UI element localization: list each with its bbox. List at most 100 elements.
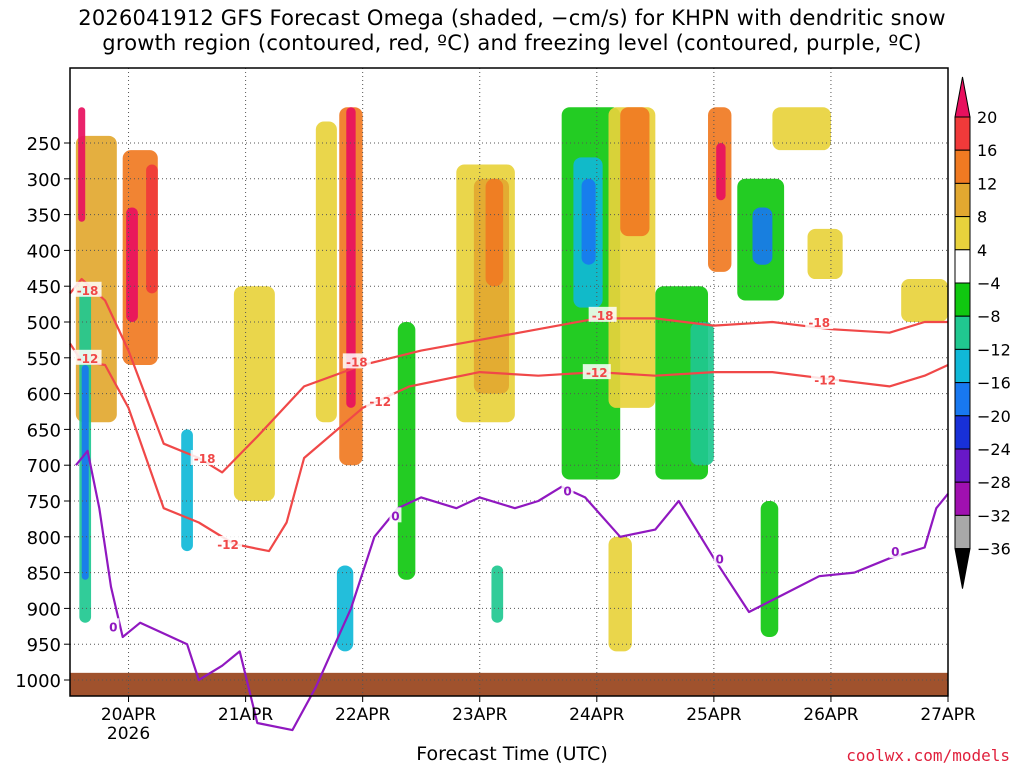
omega-cell <box>608 536 632 652</box>
colorbar-box <box>954 282 971 317</box>
colorbar-box <box>954 116 971 151</box>
colorbar-label: 12 <box>977 174 997 193</box>
y-tick-label: 750 <box>27 492 61 513</box>
y-tick-label: 500 <box>27 313 61 334</box>
contour-label-bg <box>588 306 617 322</box>
plot-frame <box>69 67 949 697</box>
y-tick-label: 400 <box>27 241 61 262</box>
y-tick-label: 900 <box>27 599 61 620</box>
contour-label-bg <box>713 550 726 566</box>
contour-label: -12 <box>369 395 391 409</box>
colorbar: 20 16 12 8 4 −4 −8 −12 −16 −20 −24 −28 −32 −36 <box>954 76 1011 589</box>
title-line-1: 2026041912 GFS Forecast Omega (shaded, −… <box>78 6 946 30</box>
omega-cell <box>126 207 138 322</box>
y-tick-label: 1000 <box>15 671 61 692</box>
omega-cell <box>78 107 86 222</box>
contour-label-bg <box>366 392 395 408</box>
x-axis-label: Forecast Time (UTC) <box>416 743 608 765</box>
contour-label-bg <box>811 371 840 387</box>
x-tick-sublabel: 2026 <box>107 724 150 744</box>
x-tick-label: 27APR <box>920 705 976 725</box>
colorbar-label: −8 <box>977 307 1001 326</box>
x-tick-label: 26APR <box>803 705 859 725</box>
contour-label-bg <box>582 364 611 380</box>
contour-label: -18 <box>77 284 99 298</box>
omega-cell <box>81 364 89 580</box>
colorbar-label: −4 <box>977 274 1001 293</box>
colorbar-label: 16 <box>977 141 997 160</box>
colorbar-box <box>954 149 971 184</box>
chart-title: 2026041912 GFS Forecast Omega (shaded, −… <box>0 6 1024 56</box>
x-tick-label: 20APR <box>101 705 157 725</box>
title-line-2: growth region (contoured, red, ºC) and f… <box>102 31 922 55</box>
x-tick-label: 22APR <box>335 705 391 725</box>
y-tick-label: 950 <box>27 635 61 656</box>
colorbar-label: −12 <box>977 340 1011 359</box>
y-tick-label: 700 <box>27 456 61 477</box>
omega-cell <box>760 501 779 638</box>
omega-cell <box>315 121 337 423</box>
x-tick-label: 23APR <box>452 705 508 725</box>
colorbar-box <box>954 315 971 350</box>
colorbar-box <box>954 514 971 550</box>
contour-label-bg <box>73 349 102 365</box>
contour-label-bg <box>389 507 402 523</box>
colorbar-box <box>954 182 971 218</box>
contour-label: 0 <box>391 509 399 523</box>
contour-label: -12 <box>217 538 239 552</box>
y-tick-label: 350 <box>27 206 61 227</box>
y-tick-label: 450 <box>27 277 61 298</box>
contour-label: -18 <box>592 309 614 323</box>
y-tick-label: 800 <box>27 528 61 549</box>
omega-cell <box>807 228 843 280</box>
y-tick-label: 650 <box>27 420 61 441</box>
contour-label-bg <box>889 543 902 559</box>
colorbar-box <box>954 249 971 284</box>
omega-cell <box>620 107 650 237</box>
contour-label: -12 <box>814 373 836 387</box>
y-tick-label: 850 <box>27 564 61 585</box>
contour-label: -18 <box>346 355 368 369</box>
colorbar-box <box>954 382 971 417</box>
y-axis: 250 300 350 400 450 500 550 600 650 700 750 800 850 9… <box>15 134 70 692</box>
contour-line <box>75 449 949 732</box>
colorbar-label: 20 <box>977 108 997 127</box>
contour-label: -12 <box>77 352 99 366</box>
colorbar-label: 4 <box>977 241 987 260</box>
colorbar-label: −16 <box>977 374 1011 393</box>
x-tick-label: 24APR <box>569 705 625 725</box>
colorbar-label: −32 <box>977 506 1011 525</box>
contour-label-bg <box>342 353 371 369</box>
plot-border <box>69 67 949 697</box>
y-tick-label: 300 <box>27 170 61 191</box>
contour-label: 0 <box>109 620 117 634</box>
colorbar-box <box>954 216 971 251</box>
contour-label: -12 <box>586 366 608 380</box>
contour-label: -18 <box>808 316 830 330</box>
contours: -18 -12 -18 -12 -18 -12 -18 -12 -18 -12 0 0 0 0 0 <box>69 277 949 732</box>
omega-cell <box>716 143 726 201</box>
credit-text[interactable]: coolwx.com/models <box>846 746 1010 765</box>
omega-cell <box>397 322 416 580</box>
omega-cell <box>181 429 193 552</box>
colorbar-label: −36 <box>977 540 1011 559</box>
colorbar-box <box>954 348 971 384</box>
colorbar-label: 8 <box>977 208 987 227</box>
ground-fill <box>70 672 948 696</box>
colorbar-label: −28 <box>977 473 1011 492</box>
x-tick-label: 21APR <box>218 705 274 725</box>
omega-cell <box>491 565 504 623</box>
omega-cell <box>901 279 948 322</box>
colorbar-box <box>954 448 971 483</box>
ground-band <box>70 672 948 696</box>
omega-cell <box>485 178 504 287</box>
y-tick-label: 600 <box>27 385 61 406</box>
y-tick-label: 250 <box>27 134 61 155</box>
y-tick-label: 550 <box>27 349 61 370</box>
contour-label-bg <box>190 450 219 466</box>
contour-label-bg <box>805 314 834 329</box>
contour-label-bg <box>214 535 243 551</box>
colorbar-bottom-triangle <box>954 548 971 589</box>
omega-cell <box>752 207 773 265</box>
